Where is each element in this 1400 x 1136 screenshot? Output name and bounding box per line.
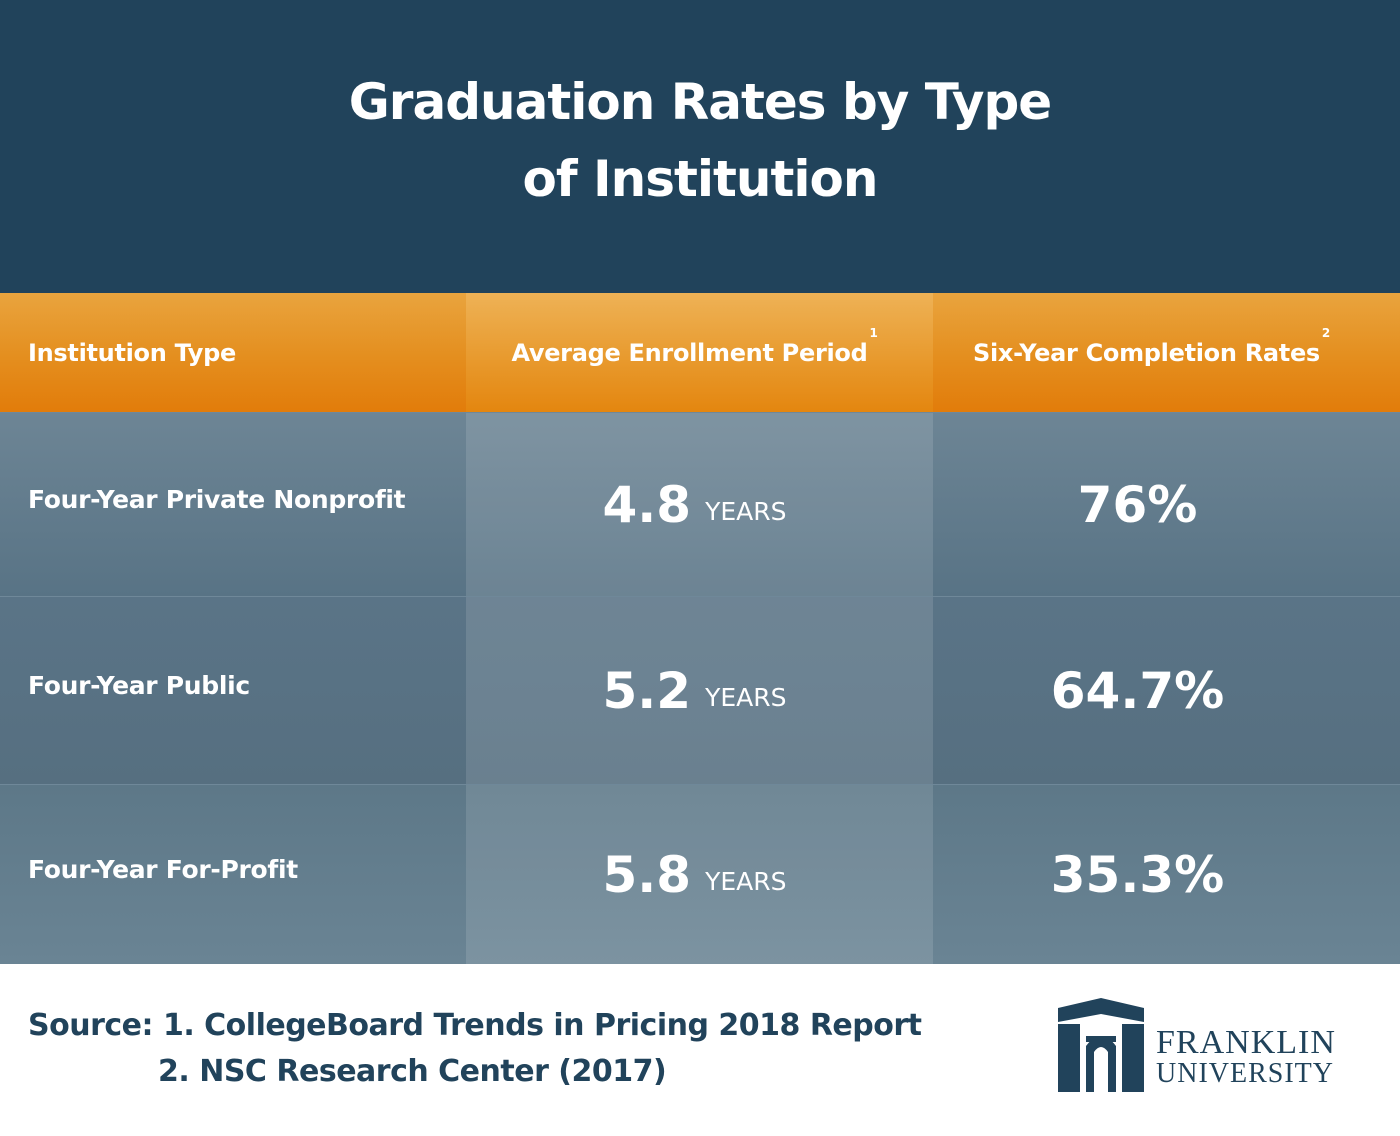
institution-type-cell: Four-Year Public (28, 670, 250, 700)
logo-wordmark-line1: FRANKLIN (1156, 1024, 1336, 1061)
source-line-2: 2. NSC Research Center (2017) (158, 1054, 667, 1089)
enrollment-period-value: 5.2 (602, 662, 692, 720)
table-row: Four-Year Public 5.2 YEARS 64.7% (0, 596, 1400, 785)
completion-rate-cell: 76% (933, 413, 1400, 597)
logo-wordmark-line2: UNIVERSITY (1156, 1058, 1334, 1089)
completion-rate-value: 76% (1077, 476, 1198, 534)
enrollment-period-unit: YEARS (705, 866, 787, 896)
enrollment-period-cell: 5.8 YEARS (466, 785, 933, 965)
enrollment-period-cell: 5.2 YEARS (466, 597, 933, 785)
column-header-enrollment-period: Average Enrollment Period 1 (466, 293, 933, 412)
column-header-label: Average Enrollment Period (511, 338, 868, 367)
column-header-label: Institution Type (28, 338, 237, 367)
footnote-marker: 2 (1321, 325, 1330, 340)
column-header-completion-rates: Six-Year Completion Rates 2 (933, 293, 1400, 412)
franklin-arch-icon (1058, 998, 1144, 1092)
title-banner: Graduation Rates by Type of Institution (0, 0, 1400, 293)
completion-rate-cell: 64.7% (933, 597, 1400, 785)
page-title: Graduation Rates by Type of Institution (348, 72, 1052, 208)
table-row: Four-Year Private Nonprofit 4.8 YEARS 76… (0, 412, 1400, 597)
institution-type-cell: Four-Year For-Profit (28, 854, 298, 884)
enrollment-period-value: 5.8 (602, 846, 692, 904)
completion-rate-value: 35.3% (1050, 846, 1225, 904)
enrollment-period-unit: YEARS (705, 682, 787, 712)
source-line-1: Source: 1. CollegeBoard Trends in Pricin… (28, 1008, 922, 1043)
table-header-row: Institution Type Average Enrollment Peri… (0, 293, 1400, 412)
franklin-university-logo: FRANKLIN UNIVERSITY (1058, 996, 1368, 1092)
footer: Source: 1. CollegeBoard Trends in Pricin… (0, 964, 1400, 1136)
footnote-marker: 1 (869, 325, 878, 340)
enrollment-period-value: 4.8 (602, 476, 692, 534)
institution-type-cell: Four-Year Private Nonprofit (28, 484, 406, 514)
column-header-label: Six-Year Completion Rates (973, 338, 1320, 367)
table-row: Four-Year For-Profit 5.8 YEARS 35.3% (0, 784, 1400, 965)
graduation-table: Institution Type Average Enrollment Peri… (0, 293, 1400, 965)
enrollment-period-unit: YEARS (705, 496, 787, 526)
enrollment-period-cell: 4.8 YEARS (466, 413, 933, 597)
completion-rate-cell: 35.3% (933, 785, 1400, 965)
completion-rate-value: 64.7% (1050, 662, 1225, 720)
column-header-institution-type: Institution Type (0, 293, 466, 412)
